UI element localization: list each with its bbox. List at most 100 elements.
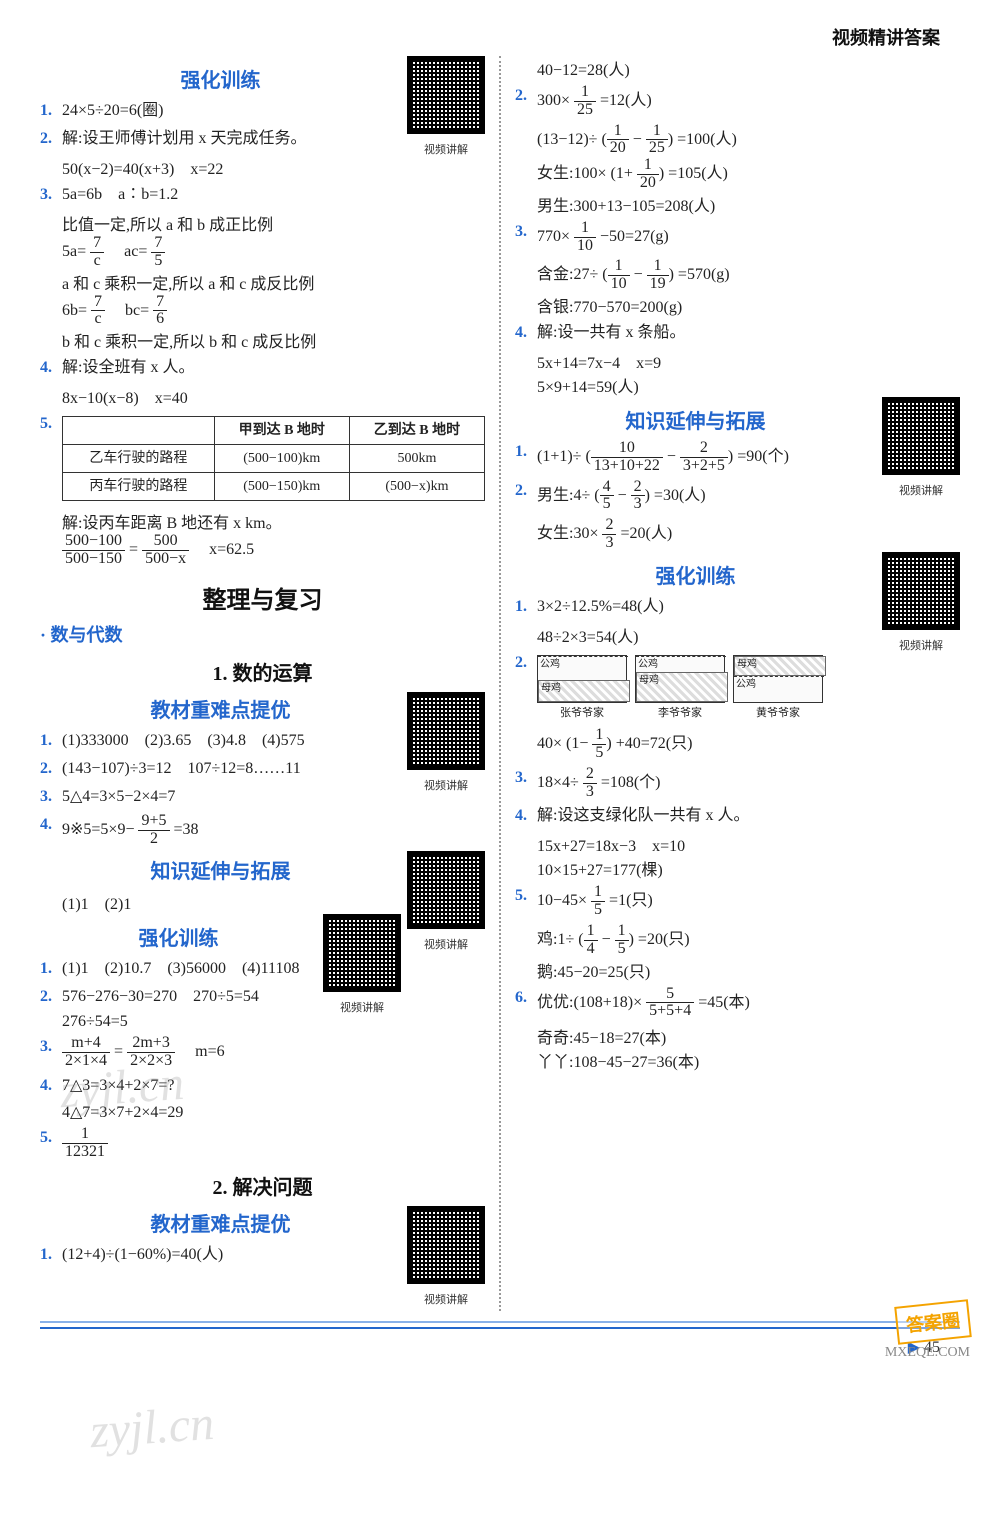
item-text: 解:设这支绿化队一共有 x 人。 [537, 804, 960, 828]
r-4: 4.解:设一共有 x 条船。 [515, 321, 960, 345]
post: =108(个) [601, 774, 661, 791]
two-column-layout: 视频讲解 强化训练 1. 24×5÷20=6(圈) 2. 解:设王师傅计划用 x… [40, 56, 960, 1311]
pre: 优优:(108+18)× [537, 994, 642, 1011]
qh-4: 4.解:设这支绿化队一共有 x 人。 [515, 804, 960, 828]
td: 乙车行驶的路程 [63, 445, 215, 473]
item-number: 1. [40, 1243, 62, 1267]
post: =20(人) [620, 525, 672, 542]
mid: 1+ [616, 165, 633, 182]
post: =38 [174, 821, 199, 838]
diagram-box: 母鸡 公鸡 [733, 655, 823, 703]
diagram-group: 公鸡 母鸡 张爷爷家 公鸡 母鸡 李爷爷家 [537, 655, 876, 722]
item-number: 2. [40, 985, 62, 1009]
post: =105(人) [668, 165, 728, 182]
r-top: 40−12=28(人) [537, 56, 960, 80]
item-number: 3. [515, 220, 537, 244]
r-2: 2. 300× 125 =12(人) [515, 84, 960, 119]
q2-4: 4.7△3=3×4+2×7=? [40, 1074, 485, 1098]
r-3b: 含金:27÷ (110 − 119) =570(g) [537, 258, 960, 293]
post: −50=27(g) [600, 228, 669, 245]
item-text: 5a=6b a∶b=1.2 [62, 183, 485, 207]
item-text: 3×2÷12.5%=48(人) [537, 595, 876, 619]
item-number: 4. [515, 804, 537, 828]
item-3e: 6b= 7c bc= 76 [62, 294, 485, 329]
item-text: 24×5÷20=6(圈) [62, 99, 401, 123]
item-2: 2. 解:设王师傅计划用 x 天完成任务。 [40, 127, 401, 151]
item-content: 甲到达 B 地时 乙到达 B 地时 乙车行驶的路程 (500−100)km 50… [62, 412, 485, 505]
fraction: 7c [90, 235, 104, 270]
fraction: 23 [602, 517, 616, 552]
q2-1: 1.(1)1 (2)10.7 (3)56000 (4)11108 [40, 957, 317, 981]
footer-rule [40, 1321, 960, 1329]
qh-4c: 10×15+27=177(棵) [537, 856, 960, 880]
column-divider [499, 56, 501, 1311]
item-jc1: 1.(1)333000 (2)3.65 (3)4.8 (4)575 [40, 729, 401, 753]
pre: 10−45× [537, 892, 587, 909]
fraction: 120 [607, 123, 629, 158]
td: 丙车行驶的路程 [63, 473, 215, 501]
fraction: 15 [615, 923, 629, 958]
item-3: 3. 5a=6b a∶b=1.2 [40, 183, 485, 207]
td: (500−100)km [214, 445, 349, 473]
post: =20(只) [638, 931, 690, 948]
fraction: 110 [608, 258, 630, 293]
item-text: 男生:4÷ (45 − 23) =30(人) [537, 479, 876, 514]
band-gong: 公鸡 [734, 676, 824, 701]
item-text: 10−45× 15 =1(只) [537, 884, 960, 919]
item-2b: 50(x−2)=40(x+3) x=22 [62, 155, 485, 179]
subhead-algebra: · 数与代数 [40, 621, 485, 647]
item-jc3: 3.5△4=3×5−2×4=7 [40, 785, 401, 809]
diagram-card-2: 公鸡 母鸡 李爷爷家 [635, 655, 725, 722]
qh-5: 5. 10−45× 15 =1(只) [515, 884, 960, 919]
item-number: 3. [40, 785, 62, 809]
item-text: 解:设全班有 x 人。 [62, 356, 485, 380]
distance-table: 甲到达 B 地时 乙到达 B 地时 乙车行驶的路程 (500−100)km 50… [62, 416, 485, 501]
fraction: 76 [153, 294, 167, 329]
band-mu: 母鸡 [538, 680, 630, 702]
qr-caption: 视频讲解 [407, 1291, 485, 1307]
heading-qianghua: 强化训练 [40, 64, 485, 93]
triangle-icon: ▶ [908, 1339, 920, 1356]
item-number: 6. [515, 986, 537, 1010]
diagram-box: 公鸡 母鸡 [537, 655, 627, 703]
post: =45(本) [698, 994, 750, 1011]
band-gong: 公鸡 [636, 656, 726, 671]
item-1: 1. 24×5÷20=6(圈) [40, 99, 401, 123]
band-gong: 公鸡 [538, 656, 628, 679]
item-number: 4. [515, 321, 537, 345]
pre: 男生:4÷ [537, 487, 590, 504]
fraction: 23+2+5 [680, 440, 728, 475]
item-number: 1. [40, 957, 62, 981]
band-mu: 母鸡 [636, 672, 728, 702]
tail: m=6 [179, 1043, 224, 1060]
item-text: (12+4)÷(1−60%)=40(人) [62, 1243, 401, 1267]
page-footer: ▶ 45 [40, 1329, 960, 1361]
fraction: 125 [574, 84, 596, 119]
item-number: 4. [40, 813, 62, 837]
heading-solve: 2. 解决问题 [40, 1171, 485, 1200]
item-number: 3. [40, 183, 62, 207]
r-4c: 5×9+14=59(人) [537, 373, 960, 397]
post: =90(个) [737, 448, 789, 465]
pre: (13−12)÷ [537, 131, 597, 148]
item-text: (1)1 (2)10.7 (3)56000 (4)11108 [62, 957, 317, 981]
r-3c: 含银:770−570=200(g) [537, 293, 960, 317]
post: =100(人) [677, 131, 737, 148]
mid: 1− [571, 735, 588, 752]
post: =12(人) [600, 92, 652, 109]
th: 乙到达 B 地时 [349, 417, 484, 445]
item-text: (1)333000 (2)3.65 (3)4.8 (4)575 [62, 729, 401, 753]
eq-rhs: ac= [108, 243, 147, 260]
heading-zs: 知识延伸与拓展 [40, 855, 485, 884]
heading-zs-r: 知识延伸与拓展 [515, 405, 960, 434]
eq-rhs: bc= [109, 302, 149, 319]
q2-3: 3. m+42×1×4 = 2m+32×2×3 m=6 [40, 1035, 485, 1070]
qh-2: 2. 公鸡 母鸡 张爷爷家 公鸡 母 [515, 651, 876, 724]
qh-5b: 鸡:1÷ (14 − 15) =20(只) [537, 923, 960, 958]
item-text: 770× 110 −50=27(g) [537, 220, 960, 255]
eq-lhs: 6b= [62, 302, 87, 319]
fraction: 120 [637, 157, 659, 192]
item-text: 解:设王师傅计划用 x 天完成任务。 [62, 127, 401, 151]
post: +40=72(只) [616, 735, 693, 752]
item-number: 5. [40, 412, 62, 436]
